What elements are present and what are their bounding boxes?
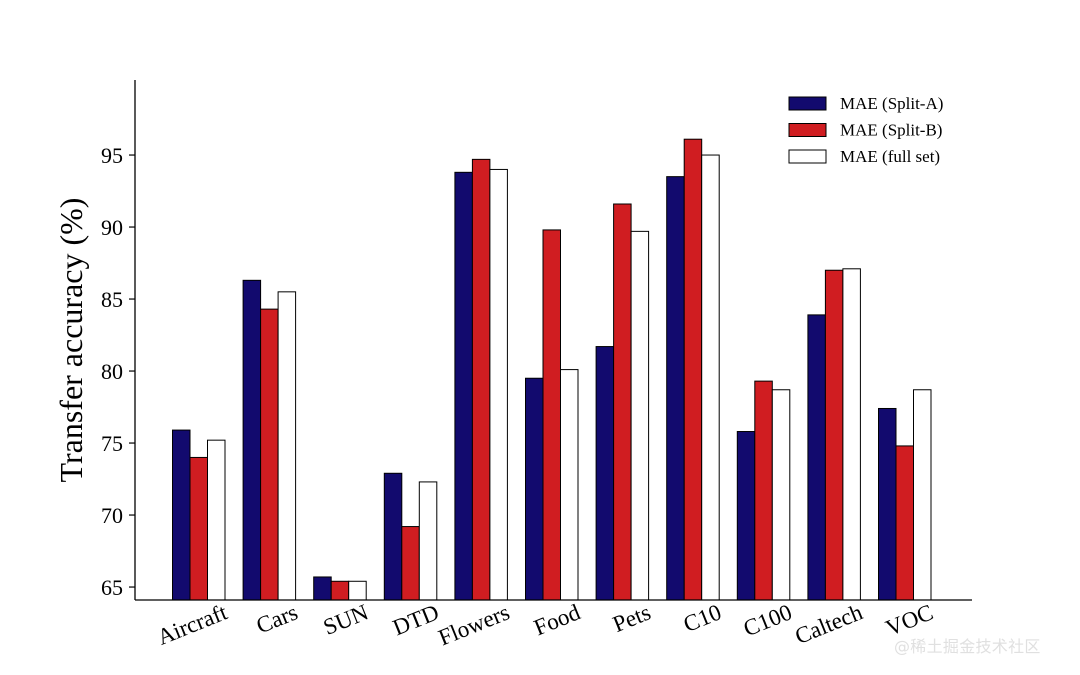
x-tick-label-caltech: Caltech [792,599,867,649]
x-tick-label-c10: C10 [680,599,725,637]
bar-sun-series-3 [348,580,367,601]
legend-swatch-2 [788,123,827,137]
x-tick-label-dtd: DTD [389,599,442,640]
bar-c10-series-1 [666,176,685,601]
bar-food-series-1 [525,377,544,601]
bar-dtd-series-3 [418,481,438,601]
y-tick-label: 75 [101,431,123,456]
bar-aircraft-series-1 [172,429,191,601]
bar-food-series-2 [542,229,561,601]
bar-sun-series-1 [313,576,332,601]
bar-pets-series-3 [630,230,650,601]
bar-c100-series-3 [771,389,791,601]
x-tick-label-pets: Pets [609,599,654,637]
bar-c100-series-2 [754,380,773,601]
bar-voc-series-1 [878,407,897,601]
bar-cars-series-3 [277,291,297,601]
bar-cars-series-1 [242,279,262,601]
y-tick-label: 65 [101,575,123,600]
bar-c10-series-2 [683,138,703,601]
legend-swatch-3 [788,149,827,164]
y-ticks: 65 70 75 80 85 90 95 [101,143,135,600]
bar-c10-series-3 [701,154,720,601]
bar-pets-series-2 [613,203,632,601]
bar-food-series-3 [560,369,579,601]
watermark: @稀土掘金技术社区 [894,637,1041,656]
x-tick-label-aircraft: Aircraft [154,599,231,650]
y-tick-label: 70 [101,503,123,528]
bar-sun-series-2 [330,580,350,601]
bar-cars-series-2 [260,308,279,601]
legend-label-2: MAE (Split-B) [840,121,942,140]
bar-dtd-series-1 [383,472,403,601]
bar-caltech-series-1 [807,314,826,601]
bars-layer [172,138,932,601]
y-tick-label: 80 [101,359,123,384]
legend: MAE (Split-A) MAE (Split-B) MAE (full set) [788,94,943,166]
x-tick-label-c100: C100 [740,599,796,641]
axes-layer [134,80,972,601]
y-tick-label: 95 [101,143,123,168]
legend-label-1: MAE (Split-A) [840,94,943,113]
legend-label-3: MAE (full set) [840,147,940,166]
bar-pets-series-1 [595,346,615,601]
bar-aircraft-series-2 [189,456,208,601]
y-tick-label: 85 [101,287,123,312]
bar-aircraft-series-3 [207,439,226,601]
x-tick-label-flowers: Flowers [435,599,513,650]
x-tick-label-sun: SUN [320,599,372,640]
x-tick-label-food: Food [530,599,584,640]
bar-flowers-series-1 [454,171,473,601]
bar-dtd-series-2 [401,526,420,601]
bar-flowers-series-2 [471,158,491,601]
x-tick-label-cars: Cars [253,599,302,638]
bar-caltech-series-3 [842,268,861,601]
legend-swatch-1 [788,96,827,111]
y-tick-label: 90 [101,215,123,240]
bar-c100-series-1 [736,431,756,601]
bar-caltech-series-2 [824,269,844,601]
bar-voc-series-3 [913,389,932,601]
bar-voc-series-2 [895,445,914,601]
y-axis-label: Transfer accuracy (%) [53,198,89,483]
bar-flowers-series-3 [489,168,508,601]
